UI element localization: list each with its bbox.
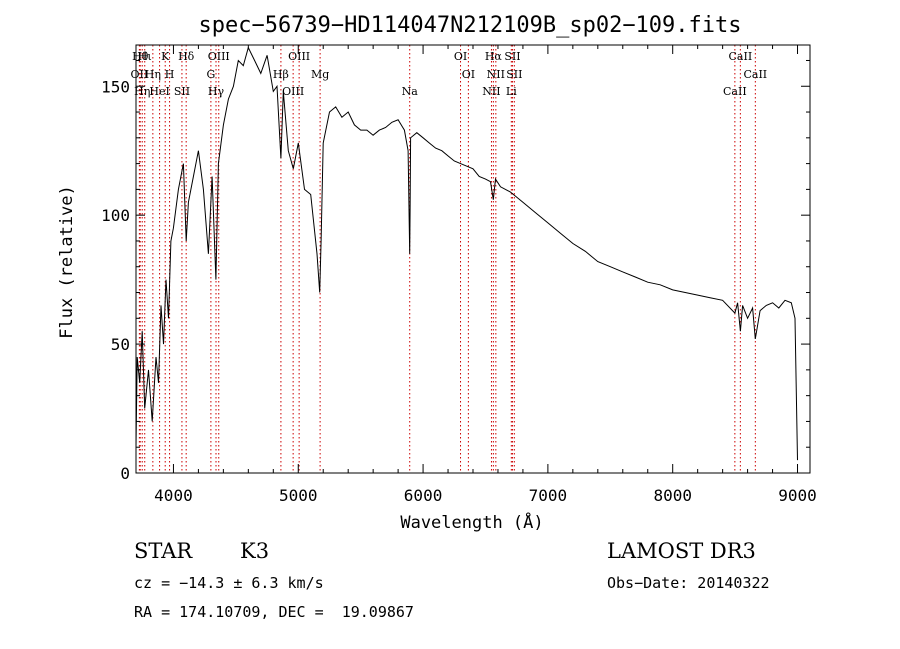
line-marker-label: NII	[482, 85, 500, 98]
line-marker-label: Na	[402, 85, 419, 98]
line-marker-label: SII	[174, 85, 190, 98]
axes: 4000 5000 6000 7000 8000 9000 0 50 100 150	[101, 44, 817, 505]
redshift-value: cz = −14.3 ± 6.3 km/s	[134, 574, 324, 592]
line-marker-label: OII	[131, 68, 149, 81]
line-marker-label: OI	[454, 50, 467, 63]
line-markers	[138, 45, 756, 473]
plot-frame	[135, 44, 811, 474]
obs-date: Obs−Date: 20140322	[607, 574, 770, 592]
line-marker-label: CaII	[723, 85, 747, 98]
line-marker-label: H	[165, 68, 175, 81]
chart-title: spec−56739−HD114047N212109B_sp02−109.fit…	[198, 13, 741, 38]
x-tick-label: 4000	[154, 486, 193, 505]
line-marker-label: CaII	[729, 50, 753, 63]
line-marker-label: Hη	[145, 68, 161, 81]
line-marker-label: Li	[506, 85, 517, 98]
x-tick-label: 7000	[529, 486, 568, 505]
line-marker-label: OI	[462, 68, 475, 81]
y-tick-label: 150	[101, 77, 130, 96]
line-marker-label: K	[161, 50, 170, 63]
object-subclass: K3	[240, 539, 270, 563]
y-axis-label: Flux (relative)	[57, 185, 77, 339]
line-marker-label: Hα	[485, 50, 503, 63]
line-marker-label: NII	[487, 68, 505, 81]
series-group	[135, 46, 798, 461]
y-tick-label: 50	[111, 335, 130, 354]
object-class: STAR	[134, 539, 193, 563]
line-marker-label: OIII	[282, 85, 304, 98]
spectrum-line	[135, 46, 798, 461]
y-tick-label: 0	[120, 464, 130, 483]
line-marker-label: SII	[504, 50, 520, 63]
line-marker-label: Hγ	[208, 85, 225, 98]
line-marker-label: SII	[506, 68, 522, 81]
line-marker-labels: HθOIIHηHιHηHeIKHSIIHδGHγOIIIHβOIIIOIIIMg…	[131, 50, 768, 98]
line-marker-label: Hθ	[132, 50, 149, 63]
x-tick-label: 8000	[653, 486, 692, 505]
y-tick-label: 100	[101, 206, 130, 225]
line-marker-label: Mg	[311, 68, 329, 81]
line-marker-label: HeI	[149, 85, 169, 98]
line-marker-label: Hδ	[178, 50, 195, 63]
coordinates: RA = 174.10709, DEC = 19.09867	[134, 603, 414, 621]
line-marker-label: CaII	[743, 68, 767, 81]
line-marker-label: OIII	[288, 50, 310, 63]
line-marker-label: OIII	[208, 50, 230, 63]
x-axis-label: Wavelength (Å)	[400, 511, 543, 533]
survey-name: LAMOST DR3	[607, 539, 756, 563]
x-tick-label: 5000	[279, 486, 318, 505]
line-marker-label: Hβ	[273, 68, 289, 81]
line-marker-label: G	[206, 68, 215, 81]
x-tick-label: 9000	[778, 486, 817, 505]
line-marker-label: Hι	[138, 50, 152, 63]
line-marker-label: Hη	[134, 85, 150, 98]
x-tick-label: 6000	[404, 486, 443, 505]
